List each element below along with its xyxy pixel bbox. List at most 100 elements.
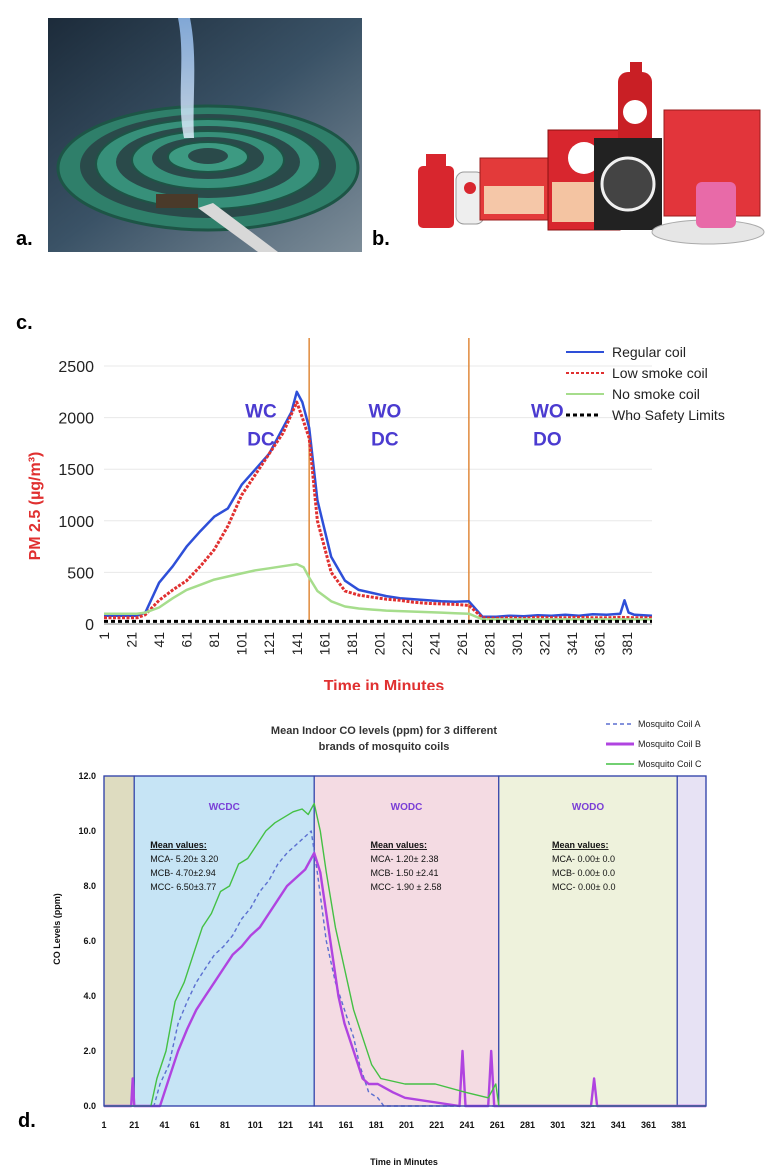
co-region-0	[103, 775, 135, 1107]
pm25-x-tick-381: 381	[619, 632, 635, 656]
pm25-phase-label-1-line1: WO	[369, 402, 402, 423]
co-y-tick-6.0: 6.0	[83, 936, 96, 946]
co-x-tick-381: 381	[671, 1120, 686, 1130]
co-x-tick-181: 181	[369, 1120, 384, 1130]
co-legend-label-mosquito-coil-c: Mosquito Coil C	[638, 759, 702, 769]
co-x-tick-21: 21	[129, 1120, 139, 1130]
co-chart: Mean Indoor CO levels (ppm) for 3 differ…	[52, 719, 707, 1167]
co-y-tick-4.0: 4.0	[83, 991, 96, 1001]
co-x-tick-81: 81	[220, 1120, 230, 1130]
co-mean-line-0-0: MCA- 5.20± 3.20	[150, 854, 218, 864]
co-mean-line-2-2: MCC- 0.00± 0.0	[552, 882, 615, 892]
pm25-phase-label-0-line2: DC	[247, 430, 275, 451]
co-x-tick-101: 101	[248, 1120, 263, 1130]
pm25-x-tick-301: 301	[509, 632, 525, 656]
pm25-x-tick-321: 321	[537, 632, 553, 656]
co-mean-values: Mean values: MCA- 5.20± 3.20 MCB- 4.70±2.9…	[150, 840, 615, 892]
pm25-x-tick-121: 121	[261, 632, 277, 656]
coil-photo-graphic	[48, 18, 362, 252]
pm25-grid	[104, 365, 652, 625]
pm25-y-ticks: 0 500 1000 1500 2000 2500	[58, 359, 94, 634]
panel-label-d: d.	[18, 1110, 36, 1132]
co-x-tick-141: 141	[308, 1120, 323, 1130]
pm25-y-tick-2000: 2000	[58, 411, 94, 428]
co-phase-regions: WCDC WODC WODO	[103, 775, 707, 1107]
pm25-x-tick-221: 221	[399, 632, 415, 656]
pm25-x-tick-261: 261	[454, 632, 470, 656]
products-photo	[408, 62, 772, 250]
co-region-2	[313, 775, 500, 1107]
pm25-x-tick-361: 361	[592, 632, 608, 656]
co-x-tick-61: 61	[190, 1120, 200, 1130]
pm25-y-tick-500: 500	[67, 565, 94, 582]
pm25-y-tick-0: 0	[85, 617, 94, 634]
co-x-tick-261: 261	[490, 1120, 505, 1130]
pm25-x-tick-341: 341	[564, 632, 580, 656]
co-x-tick-121: 121	[278, 1120, 293, 1130]
pm25-x-tick-161: 161	[316, 632, 332, 656]
pm25-series-low-smoke-coil	[104, 400, 652, 620]
co-mean-line-1-2: MCC- 1.90 ± 2.58	[371, 882, 442, 892]
co-x-tick-221: 221	[429, 1120, 444, 1130]
co-mean-heading-2: Mean values:	[552, 840, 609, 850]
co-y-tick-10.0: 10.0	[78, 826, 96, 836]
pm25-series-no-smoke-coil	[104, 562, 652, 621]
co-mean-line-0-1: MCB- 4.70±2.94	[150, 868, 215, 878]
pm25-legend-label-who-safety-limits: Who Safety Limits	[612, 407, 725, 423]
co-series-mosquito-coil-a	[104, 830, 706, 1107]
panel-label-c: c.	[16, 312, 33, 334]
co-plot-frame	[103, 775, 707, 1107]
pm25-phase-label-1-line2: DC	[371, 430, 399, 451]
co-y-ticks: 0.0 2.0 4.0 6.0 8.0 10.0 12.0	[78, 771, 96, 1111]
co-region-1	[133, 775, 315, 1107]
pm25-series-regular-coil	[104, 390, 653, 619]
co-x-tick-161: 161	[338, 1120, 353, 1130]
co-x-axis-label: Time in Minutes	[370, 1157, 438, 1167]
pm25-x-tick-81: 81	[206, 632, 222, 648]
pm25-x-tick-241: 241	[426, 632, 442, 656]
co-axes	[103, 775, 707, 1107]
pm25-x-tick-101: 101	[234, 632, 250, 656]
co-mean-heading-1: Mean values:	[371, 840, 428, 850]
co-region-4	[676, 775, 707, 1107]
pm25-x-axis-label: Time in Minutes	[324, 678, 445, 690]
panel-label-b: b.	[372, 228, 390, 250]
co-region-label-wodo: WODO	[572, 802, 604, 813]
pm25-phase-label-2-line1: WO	[531, 402, 564, 423]
pm25-x-tick-181: 181	[344, 632, 360, 656]
co-region-label-wodc: WODC	[391, 802, 423, 813]
co-x-tick-341: 341	[611, 1120, 626, 1130]
co-x-tick-281: 281	[520, 1120, 535, 1130]
co-chart-title-line1: Mean Indoor CO levels (ppm) for 3 differ…	[271, 725, 497, 737]
co-mean-heading-0: Mean values:	[150, 840, 207, 850]
pm25-phase-label-2-line2: DO	[533, 430, 562, 451]
pm25-phase-dividers	[308, 338, 470, 624]
pm25-series	[104, 390, 653, 623]
co-mean-line-2-1: MCB- 0.00± 0.0	[552, 868, 615, 878]
pm25-legend: Regular coil Low smoke coil No smoke coil W…	[566, 344, 725, 423]
co-x-tick-321: 321	[581, 1120, 596, 1130]
pm25-legend-label-regular-coil: Regular coil	[612, 344, 686, 360]
pm25-phase-labels: WC DC WO DC WO DO	[245, 402, 564, 451]
pm25-y-tick-1000: 1000	[58, 514, 94, 531]
pm25-y-tick-2500: 2500	[58, 359, 94, 376]
pm25-x-tick-61: 61	[179, 632, 195, 648]
co-y-tick-12.0: 12.0	[78, 771, 96, 781]
pm25-y-tick-1500: 1500	[58, 462, 94, 479]
pm25-legend-label-no-smoke-coil: No smoke coil	[612, 386, 700, 402]
co-y-tick-8.0: 8.0	[83, 881, 96, 891]
pm25-x-tick-141: 141	[289, 632, 305, 656]
co-x-tick-1: 1	[101, 1120, 106, 1130]
pm25-x-tick-281: 281	[482, 632, 498, 656]
co-x-tick-361: 361	[641, 1120, 656, 1130]
co-series-mosquito-coil-c	[104, 802, 706, 1107]
co-y-axis-label: CO Levels (ppm)	[52, 893, 62, 965]
pm25-x-tick-41: 41	[151, 632, 167, 648]
products-photo-graphic	[408, 62, 772, 250]
co-mean-line-0-2: MCC- 6.50±3.77	[150, 882, 216, 892]
coil-photo	[48, 18, 362, 252]
pm25-phase-label-0-line1: WC	[245, 402, 277, 423]
co-x-tick-301: 301	[550, 1120, 565, 1130]
co-x-tick-201: 201	[399, 1120, 414, 1130]
pm25-x-tick-201: 201	[371, 632, 387, 656]
